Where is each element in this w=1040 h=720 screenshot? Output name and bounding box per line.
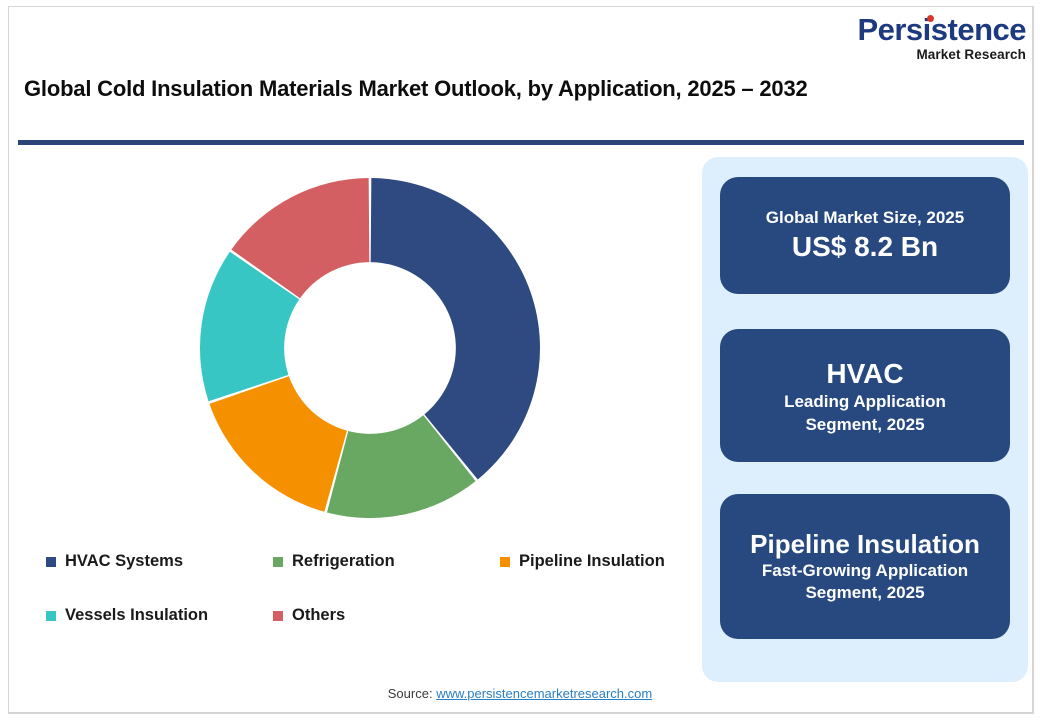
card-label: Global Market Size, 2025 — [765, 207, 965, 227]
highlight-card-leading-segment: HVAC Leading Application Segment, 2025 — [720, 329, 1010, 462]
legend-item-hvac-systems[interactable]: HVAC Systems — [46, 552, 273, 571]
legend-row: HVAC Systems Refrigeration Pipeline Insu… — [46, 552, 706, 606]
logo-subtitle: Market Research — [916, 47, 1026, 62]
legend-label: Pipeline Insulation — [519, 552, 665, 570]
donut-slice[interactable] — [231, 178, 370, 299]
card-subtitle-line2: Segment, 2025 — [805, 583, 925, 603]
legend-swatch-icon — [273, 556, 283, 567]
donut-chart-svg — [200, 178, 540, 518]
source-prefix: Source: — [387, 686, 437, 701]
donut-slice[interactable] — [209, 376, 347, 512]
card-value: HVAC — [826, 358, 904, 390]
legend-swatch-icon — [500, 556, 510, 567]
legend-swatch-icon — [46, 610, 56, 621]
highlight-card-fast-growing-segment: Pipeline Insulation Fast-Growing Applica… — [720, 494, 1010, 639]
donut-slice[interactable] — [326, 415, 476, 518]
title-divider — [18, 140, 1024, 145]
logo-dot-icon — [927, 15, 935, 22]
source-link[interactable]: www.persistencemarketresearch.com — [436, 686, 653, 701]
legend-item-refrigeration[interactable]: Refrigeration — [273, 552, 500, 571]
legend-label: Vessels Insulation — [65, 606, 209, 624]
legend-row: Vessels Insulation Others — [46, 606, 706, 660]
card-subtitle-line1: Leading Application — [784, 392, 946, 412]
chart-legend: HVAC Systems Refrigeration Pipeline Insu… — [46, 552, 706, 660]
source-footer: Source: www.persistencemarketresearch.co… — [0, 686, 1040, 701]
logo-wordmark: Persistence — [857, 14, 1026, 45]
logo-wordmark-text: Persistence — [857, 12, 1026, 47]
legend-item-pipeline-insulation[interactable]: Pipeline Insulation — [500, 552, 706, 571]
legend-swatch-icon — [273, 610, 283, 621]
card-value: Pipeline Insulation — [750, 528, 980, 559]
card-value: US$ 8.2 Bn — [791, 231, 939, 263]
card-subtitle-line1: Fast-Growing Application — [761, 561, 969, 580]
legend-swatch-icon — [46, 556, 56, 567]
donut-chart — [200, 178, 540, 518]
legend-item-others[interactable]: Others — [273, 606, 500, 625]
legend-label: Others — [292, 606, 346, 624]
brand-logo: Persistence Market Research — [857, 14, 1026, 62]
page-title: Global Cold Insulation Materials Market … — [24, 76, 808, 101]
donut-slices — [200, 178, 540, 518]
highlights-panel: Global Market Size, 2025 US$ 8.2 Bn HVAC… — [702, 157, 1028, 682]
legend-label: HVAC Systems — [65, 552, 183, 570]
legend-label: Refrigeration — [292, 552, 395, 570]
highlight-card-market-size: Global Market Size, 2025 US$ 8.2 Bn — [720, 177, 1010, 294]
chart-area — [20, 160, 692, 550]
donut-slice[interactable] — [370, 178, 540, 480]
legend-item-vessels-insulation[interactable]: Vessels Insulation — [46, 606, 273, 625]
donut-slice[interactable] — [200, 251, 300, 402]
card-subtitle-line2: Segment, 2025 — [805, 414, 925, 434]
